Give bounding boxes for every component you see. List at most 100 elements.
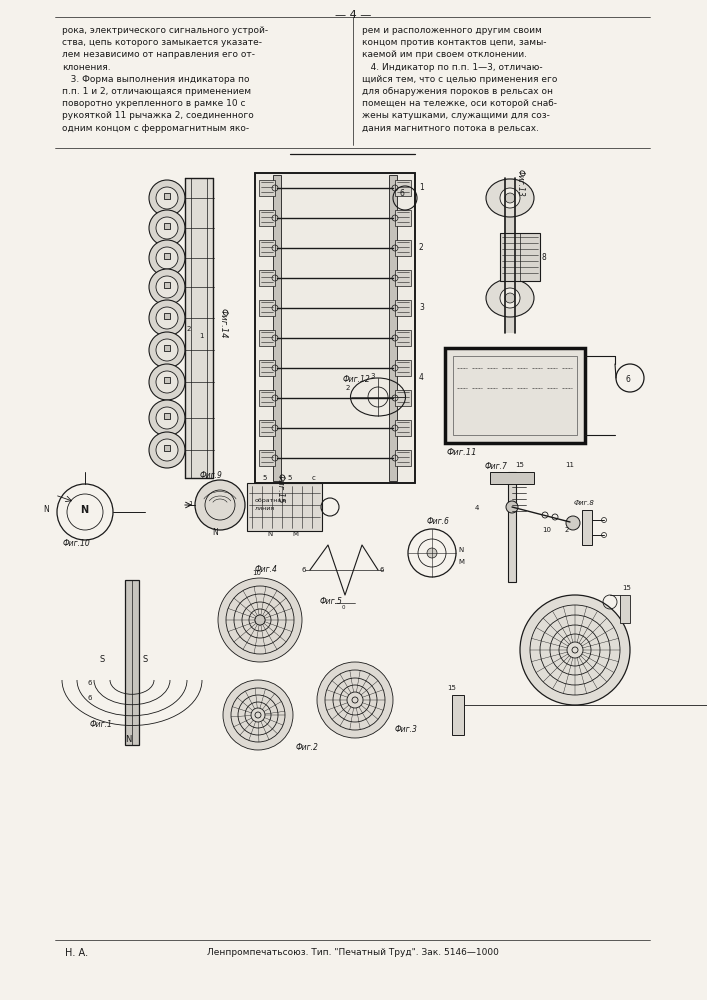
- Text: Фиг.15: Фиг.15: [276, 473, 285, 503]
- Text: 1: 1: [419, 183, 423, 192]
- Bar: [504, 178, 516, 333]
- Circle shape: [149, 432, 185, 468]
- Circle shape: [149, 210, 185, 246]
- Text: 6: 6: [88, 680, 93, 686]
- Ellipse shape: [486, 279, 534, 317]
- Circle shape: [500, 188, 520, 208]
- Text: N: N: [125, 735, 132, 744]
- Text: обратная: обратная: [255, 498, 286, 503]
- Ellipse shape: [486, 179, 534, 217]
- Text: 1: 1: [199, 333, 204, 339]
- Bar: [259, 180, 275, 196]
- Text: рем и расположенного другим своим: рем и расположенного другим своим: [362, 26, 542, 35]
- Text: 6: 6: [380, 567, 385, 573]
- Text: 4: 4: [419, 373, 424, 382]
- Bar: [164, 193, 170, 199]
- Circle shape: [156, 339, 178, 361]
- Text: Фиг.12: Фиг.12: [343, 375, 370, 384]
- Text: Фиг.13: Фиг.13: [516, 169, 525, 197]
- Text: 1: 1: [188, 501, 192, 507]
- Bar: [453, 356, 577, 435]
- Text: п.п. 1 и 2, отличающаяся применением: п.п. 1 и 2, отличающаяся применением: [62, 87, 251, 96]
- Bar: [164, 377, 170, 383]
- Text: 5: 5: [262, 475, 267, 481]
- Text: рока, электрического сигнального устрой-: рока, электрического сигнального устрой-: [62, 26, 268, 35]
- Text: 6: 6: [302, 567, 307, 573]
- Text: S: S: [100, 655, 105, 664]
- Bar: [620, 595, 630, 623]
- Circle shape: [149, 400, 185, 436]
- Bar: [490, 472, 534, 484]
- Text: Ленпромпечатьсоюз. Тип. "Печатный Труд". Зак. 5146—1000: Ленпромпечатьсоюз. Тип. "Печатный Труд".…: [207, 948, 499, 957]
- Text: Фиг.10: Фиг.10: [63, 539, 90, 548]
- Circle shape: [156, 407, 178, 429]
- Text: Фиг.3: Фиг.3: [395, 725, 418, 734]
- Bar: [395, 330, 411, 346]
- Text: 10: 10: [542, 527, 551, 533]
- Circle shape: [149, 300, 185, 336]
- Bar: [259, 300, 275, 316]
- Circle shape: [505, 293, 515, 303]
- Text: S: S: [143, 655, 148, 664]
- Bar: [259, 390, 275, 406]
- Bar: [395, 180, 411, 196]
- Text: M: M: [458, 559, 464, 565]
- Circle shape: [156, 371, 178, 393]
- Text: 6: 6: [88, 695, 93, 701]
- Text: 2: 2: [419, 243, 423, 252]
- Text: Фиг.6: Фиг.6: [427, 517, 450, 526]
- Circle shape: [505, 193, 515, 203]
- Text: 15: 15: [515, 462, 524, 468]
- Bar: [164, 282, 170, 288]
- Bar: [259, 450, 275, 466]
- Circle shape: [506, 501, 518, 513]
- Text: 0: 0: [342, 605, 346, 610]
- Text: N: N: [80, 505, 88, 515]
- Bar: [500, 233, 540, 281]
- Text: N: N: [267, 531, 272, 537]
- Circle shape: [149, 269, 185, 305]
- Bar: [273, 175, 281, 481]
- Text: щийся тем, что с целью применения его: щийся тем, что с целью применения его: [362, 75, 557, 84]
- Text: поворотно укрепленного в рамке 10 с: поворотно укрепленного в рамке 10 с: [62, 99, 245, 108]
- Bar: [259, 270, 275, 286]
- Text: рукояткой 11 рычажка 2, соединенного: рукояткой 11 рычажка 2, соединенного: [62, 111, 254, 120]
- Bar: [395, 450, 411, 466]
- Text: 3: 3: [419, 303, 424, 312]
- Circle shape: [520, 595, 630, 705]
- Text: Фиг.11: Фиг.11: [447, 448, 477, 457]
- Text: клонения.: клонения.: [62, 63, 110, 72]
- Bar: [164, 345, 170, 351]
- Circle shape: [149, 364, 185, 400]
- Circle shape: [195, 480, 245, 530]
- Circle shape: [223, 680, 293, 750]
- Bar: [259, 240, 275, 256]
- Text: 6: 6: [626, 375, 631, 384]
- Bar: [164, 223, 170, 229]
- Text: N: N: [212, 528, 218, 537]
- Bar: [508, 472, 516, 582]
- Circle shape: [156, 439, 178, 461]
- Bar: [185, 178, 213, 478]
- Text: 2: 2: [187, 326, 192, 332]
- Circle shape: [255, 615, 265, 625]
- Text: жены катушками, служащими для соз-: жены катушками, служащими для соз-: [362, 111, 550, 120]
- Bar: [164, 445, 170, 451]
- Text: 8: 8: [542, 253, 547, 262]
- Bar: [259, 330, 275, 346]
- Bar: [247, 483, 322, 531]
- Circle shape: [156, 276, 178, 298]
- Text: Фиг.8: Фиг.8: [574, 500, 595, 506]
- Bar: [395, 420, 411, 436]
- Bar: [255, 173, 415, 483]
- Bar: [395, 390, 411, 406]
- Text: помещен на тележке, оси которой снаб-: помещен на тележке, оси которой снаб-: [362, 99, 557, 108]
- Text: 2: 2: [565, 527, 569, 533]
- Text: Фиг.9: Фиг.9: [200, 471, 223, 480]
- Text: Фиг.1: Фиг.1: [90, 720, 113, 729]
- Bar: [259, 420, 275, 436]
- Bar: [164, 313, 170, 319]
- Circle shape: [427, 548, 437, 558]
- Text: Фиг.7: Фиг.7: [485, 462, 508, 471]
- Bar: [582, 510, 592, 545]
